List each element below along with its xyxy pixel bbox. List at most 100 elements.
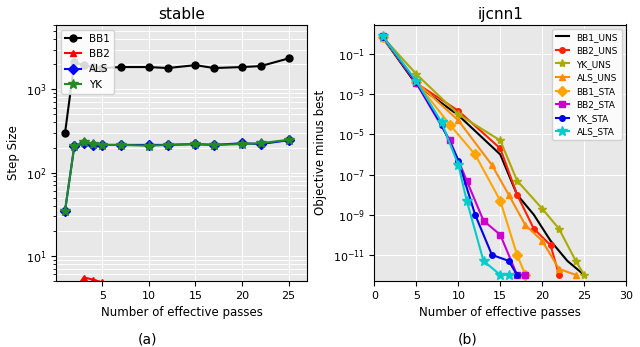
Text: (a): (a) bbox=[138, 332, 157, 347]
ALS_STA bbox=[463, 198, 470, 203]
BB1_STA bbox=[471, 152, 479, 156]
Line: ALS_UNS: ALS_UNS bbox=[380, 34, 579, 278]
YK bbox=[238, 142, 246, 146]
BB2_UNS bbox=[530, 227, 538, 231]
YK_UNS bbox=[454, 112, 462, 117]
BB2 bbox=[164, 285, 172, 289]
YK_UNS bbox=[572, 259, 580, 263]
BB2_UNS bbox=[497, 146, 504, 151]
ALS bbox=[99, 143, 106, 147]
ALS bbox=[117, 143, 125, 147]
YK_STA bbox=[454, 159, 462, 163]
ALS_STA bbox=[379, 34, 387, 39]
BB1 bbox=[238, 65, 246, 69]
YK bbox=[257, 141, 264, 145]
BB1_UNS bbox=[580, 273, 588, 277]
YK_STA bbox=[513, 273, 521, 277]
BB2 bbox=[80, 276, 88, 280]
ALS bbox=[238, 141, 246, 145]
ALS_UNS bbox=[555, 267, 563, 271]
ALS bbox=[211, 143, 218, 147]
YK_UNS bbox=[379, 35, 387, 39]
YK bbox=[285, 138, 292, 142]
Y-axis label: Objective minus best: Objective minus best bbox=[314, 90, 327, 215]
BB1 bbox=[257, 64, 264, 68]
BB1 bbox=[164, 66, 172, 70]
Line: ALS: ALS bbox=[61, 137, 292, 214]
YK bbox=[61, 209, 69, 213]
ALS bbox=[80, 141, 88, 145]
BB1_STA bbox=[513, 253, 521, 257]
BB2 bbox=[285, 284, 292, 288]
BB2 bbox=[238, 286, 246, 290]
ALS_UNS bbox=[538, 239, 546, 243]
Line: YK: YK bbox=[60, 135, 294, 215]
ALS bbox=[191, 142, 199, 146]
BB2_UNS bbox=[454, 109, 462, 113]
BB2 bbox=[117, 284, 125, 288]
ALS_STA bbox=[497, 273, 504, 277]
BB2_UNS bbox=[555, 273, 563, 277]
BB2 bbox=[89, 278, 97, 282]
BB2_UNS bbox=[379, 35, 387, 39]
ALS_UNS bbox=[572, 273, 580, 277]
ALS_UNS bbox=[488, 163, 496, 167]
YK bbox=[80, 141, 88, 145]
BB2_STA bbox=[522, 273, 529, 277]
BB1_STA bbox=[446, 123, 454, 127]
YK bbox=[164, 143, 172, 147]
ALS bbox=[70, 144, 78, 148]
ALS bbox=[285, 138, 292, 142]
YK bbox=[70, 144, 78, 148]
BB1_UNS bbox=[530, 213, 538, 217]
BB1 bbox=[211, 66, 218, 70]
ALS bbox=[164, 143, 172, 147]
Title: ijcnn1: ijcnn1 bbox=[477, 7, 524, 22]
Line: BB1_STA: BB1_STA bbox=[380, 33, 529, 278]
BB2 bbox=[211, 285, 218, 289]
BB1_UNS bbox=[497, 152, 504, 156]
BB2 bbox=[70, 289, 78, 293]
BB2_UNS bbox=[513, 193, 521, 197]
Line: YK_STA: YK_STA bbox=[380, 34, 520, 278]
BB2_UNS bbox=[547, 243, 554, 247]
BB2_STA bbox=[463, 178, 470, 183]
BB1 bbox=[99, 66, 106, 70]
YK_UNS bbox=[555, 227, 563, 231]
YK bbox=[211, 143, 218, 147]
YK_STA bbox=[438, 123, 445, 127]
Legend: BB1_UNS, BB2_UNS, YK_UNS, ALS_UNS, BB1_STA, BB2_STA, YK_STA, ALS_STA: BB1_UNS, BB2_UNS, YK_UNS, ALS_UNS, BB1_S… bbox=[552, 29, 621, 140]
Line: YK_UNS: YK_UNS bbox=[379, 33, 588, 279]
BB2_STA bbox=[479, 219, 487, 223]
BB2 bbox=[191, 285, 199, 289]
Title: stable: stable bbox=[158, 7, 205, 22]
BB1 bbox=[61, 131, 69, 135]
BB1_UNS bbox=[379, 36, 387, 40]
ALS_STA bbox=[454, 163, 462, 167]
YK_UNS bbox=[538, 206, 546, 211]
X-axis label: Number of effective passes: Number of effective passes bbox=[100, 306, 262, 319]
ALS bbox=[61, 209, 69, 213]
YK_STA bbox=[413, 80, 420, 84]
ALS_STA bbox=[413, 79, 420, 83]
BB1_UNS bbox=[454, 113, 462, 117]
YK bbox=[99, 143, 106, 147]
ALS bbox=[89, 143, 97, 147]
Line: BB2_UNS: BB2_UNS bbox=[380, 34, 562, 278]
BB1 bbox=[70, 60, 78, 65]
BB1 bbox=[145, 65, 153, 69]
Line: BB2: BB2 bbox=[61, 274, 292, 305]
BB1 bbox=[191, 63, 199, 67]
Y-axis label: Step Size: Step Size bbox=[7, 125, 20, 180]
BB1_STA bbox=[413, 80, 420, 84]
Line: BB1: BB1 bbox=[61, 55, 292, 136]
ALS_UNS bbox=[379, 35, 387, 40]
YK_STA bbox=[505, 259, 513, 263]
YK bbox=[117, 143, 125, 147]
BB2 bbox=[257, 286, 264, 290]
BB2_UNS bbox=[413, 81, 420, 85]
BB2 bbox=[99, 280, 106, 285]
ALS_UNS bbox=[505, 193, 513, 197]
YK bbox=[145, 144, 153, 148]
YK_STA bbox=[471, 213, 479, 217]
